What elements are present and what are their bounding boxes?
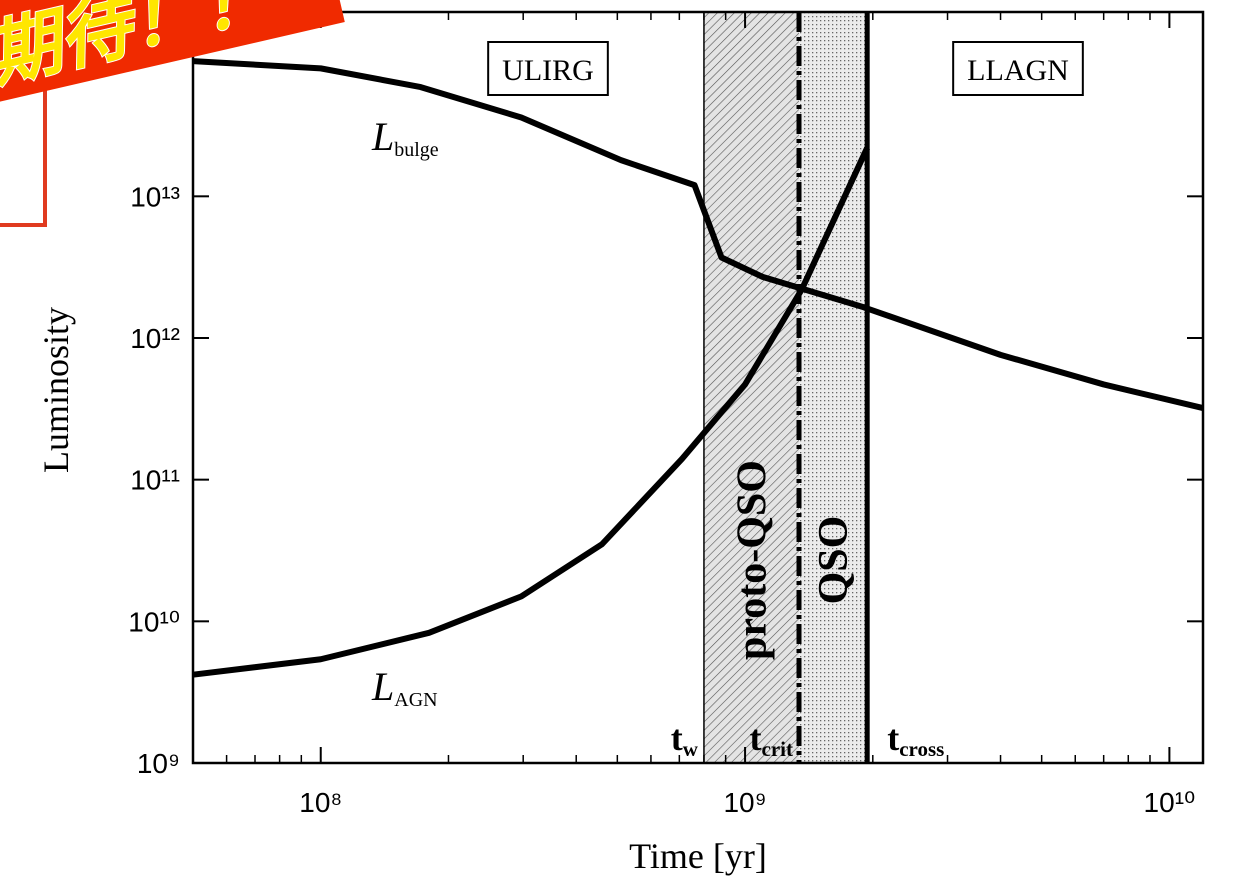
x-tick-label: 10⁸ xyxy=(299,787,342,818)
phase-label: proto-QSO xyxy=(729,460,775,660)
y-tick-label: 10⁹ xyxy=(137,748,180,779)
phase-label: QSO xyxy=(811,516,857,605)
y-tick-label: 10¹³ xyxy=(130,181,180,212)
marker-label-main: t xyxy=(887,718,899,758)
series-label: Lbulge xyxy=(371,114,439,161)
region-label: LLAGN xyxy=(967,54,1069,87)
marker-label: tw xyxy=(671,718,699,761)
x-axis-title: Time [yr] xyxy=(629,836,767,876)
x-tick-label: 10¹⁰ xyxy=(1144,787,1196,818)
series-label-main: L xyxy=(371,114,394,159)
marker-label-sub: cross xyxy=(899,737,944,761)
y-axis-title: Luminosity xyxy=(36,307,76,473)
plot-frame xyxy=(193,12,1203,763)
phase-region xyxy=(799,12,867,763)
marker-label-sub: crit xyxy=(762,737,793,761)
x-tick-label: 10⁹ xyxy=(723,787,766,818)
series-line xyxy=(193,61,1203,408)
series-label: LAGN xyxy=(371,664,438,711)
y-tick-label: 10¹¹ xyxy=(130,465,180,496)
marker-label-main: t xyxy=(750,718,762,758)
page: {"chart_data": { "type": "line", "x_labe… xyxy=(0,0,1239,893)
series-label-sub: AGN xyxy=(394,689,437,711)
marker-label-main: t xyxy=(671,718,683,758)
region-label: ULIRG xyxy=(502,54,594,87)
y-tick-label: 10¹⁰ xyxy=(128,606,180,637)
banner-text: 期待！！ xyxy=(0,0,279,97)
y-tick-label: 10¹² xyxy=(130,323,180,354)
chart: 10⁸10⁹10¹⁰10⁹10¹⁰10¹¹10¹²10¹³twtcrittcro… xyxy=(0,0,1239,893)
series-label-main: L xyxy=(371,664,394,709)
marker-label-sub: w xyxy=(683,737,699,761)
series-label-sub: bulge xyxy=(394,139,439,161)
marker-label: tcross xyxy=(887,718,944,761)
